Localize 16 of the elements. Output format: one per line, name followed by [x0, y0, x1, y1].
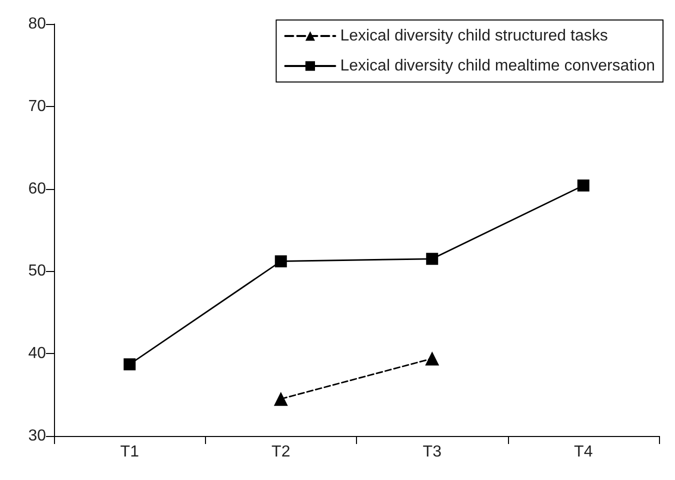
y-tick-label: 60: [28, 180, 46, 198]
x-tick-label: T2: [272, 444, 290, 460]
legend-label: Lexical diversity child mealtime conversation: [340, 58, 655, 74]
y-tick-label: 80: [28, 16, 46, 32]
y-tick-label: 50: [28, 262, 46, 280]
point: [124, 358, 136, 370]
x-tick-label: T3: [422, 444, 442, 460]
x-tick-label: T4: [574, 444, 593, 460]
legend-label: Lexical diversity child structured tasks: [340, 28, 608, 44]
y-tick-label: 40: [28, 345, 46, 362]
point: [274, 255, 287, 268]
y-tick-label: 70: [28, 98, 46, 115]
x-tick-label: T1: [120, 444, 140, 460]
point: [426, 252, 438, 265]
point: [577, 180, 590, 192]
y-tick-label: 30: [28, 428, 46, 444]
